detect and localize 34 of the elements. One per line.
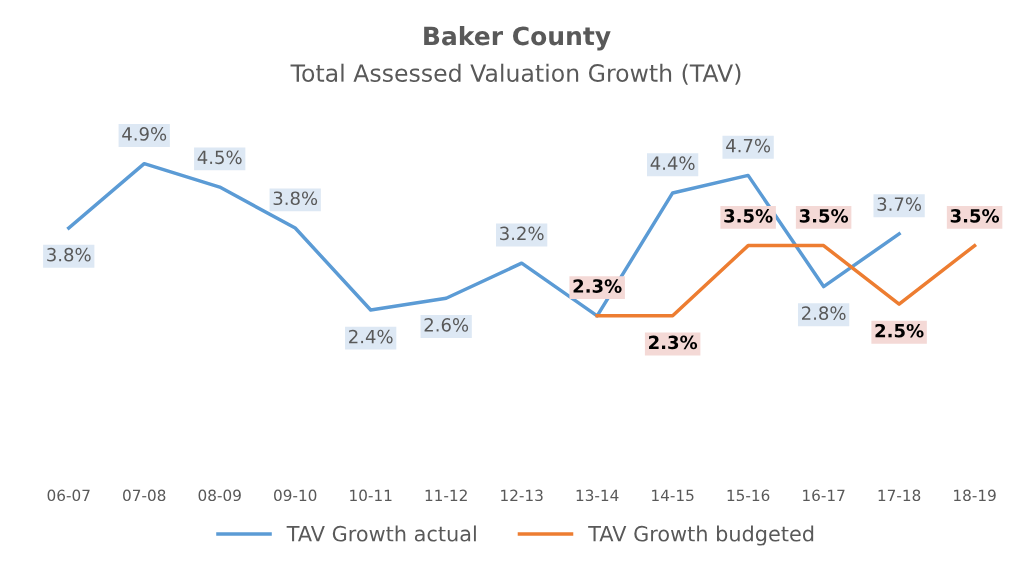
legend-label: TAV Growth actual: [286, 525, 476, 542]
data-label: 3.7%: [877, 197, 922, 211]
x-tick-label: 17-18: [878, 489, 921, 502]
x-tick-label: 14-15: [652, 489, 694, 502]
data-label: 4.5%: [197, 150, 242, 165]
data-label: 2.4%: [349, 329, 393, 344]
x-tick-label: 13-14: [576, 489, 619, 502]
data-label: 2.5%: [875, 323, 924, 338]
data-label: 4.4%: [650, 156, 695, 170]
data-label: 4.9%: [122, 127, 167, 141]
x-tick-label: 09-10: [274, 489, 317, 502]
chart-subtitle: Total Assessed Valuation Growth (TAV): [290, 63, 741, 85]
x-tick-label: 18-19: [954, 489, 996, 502]
legend-label: TAV Growth budgeted: [588, 525, 814, 546]
data-label: 3.5%: [950, 209, 1000, 223]
data-label: 2.8%: [802, 306, 846, 320]
data-label: 3.5%: [724, 209, 773, 223]
x-tick-label: 08-09: [198, 489, 241, 502]
data-label: 3.2%: [500, 226, 544, 241]
data-label: 2.3%: [649, 335, 698, 350]
data-label: 4.7%: [726, 138, 771, 153]
data-label: 2.3%: [573, 279, 622, 293]
data-label: 3.8%: [273, 191, 318, 206]
x-tick-label: 15-16: [727, 489, 770, 502]
data-label: 3.8%: [47, 247, 91, 262]
x-tick-label: 06-07: [47, 489, 90, 502]
data-label: 2.6%: [424, 318, 469, 332]
chart-title: Baker County: [424, 26, 611, 51]
x-tick-label: 12-13: [501, 489, 543, 502]
x-tick-label: 16-17: [803, 489, 845, 502]
x-tick-label: 07-08: [123, 489, 166, 502]
x-tick-label: 10-11: [350, 489, 392, 502]
data-label: 3.5%: [799, 209, 849, 223]
x-tick-label: 11-12: [425, 489, 467, 501]
